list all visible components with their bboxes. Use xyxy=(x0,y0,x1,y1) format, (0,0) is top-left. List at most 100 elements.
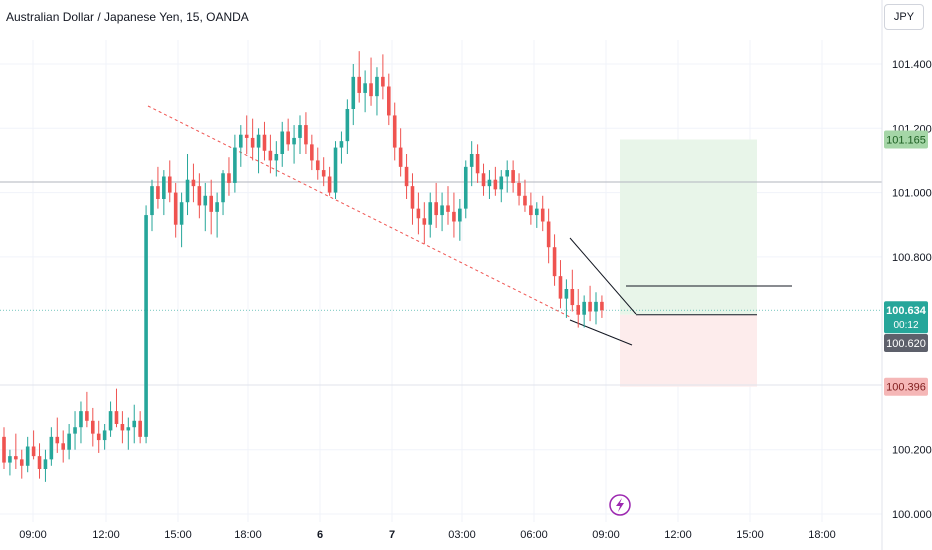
candle-body xyxy=(511,170,515,183)
candle-body xyxy=(564,289,569,299)
candle-body xyxy=(19,459,24,466)
candle xyxy=(588,285,592,322)
candle-body xyxy=(469,154,474,167)
stop-price-badge: 100.396 xyxy=(884,377,928,396)
candle-body xyxy=(67,433,71,450)
candle-body xyxy=(274,154,279,161)
chart-title: Australian Dollar / Japanese Yen, 15, OA… xyxy=(6,10,249,24)
candle-body xyxy=(422,218,427,225)
candle-body xyxy=(517,182,521,196)
drawings xyxy=(147,105,637,346)
candle-body xyxy=(463,166,468,209)
candle-body xyxy=(268,150,273,161)
candle xyxy=(546,208,551,264)
candle-body xyxy=(304,125,308,145)
candle-body xyxy=(162,176,166,199)
candle-body xyxy=(292,137,296,145)
candle xyxy=(96,420,101,453)
candle-body xyxy=(31,446,36,457)
time-tick-label: 15:00 xyxy=(736,529,764,541)
candle xyxy=(434,182,438,228)
target-price-badge-bg xyxy=(884,130,928,149)
candle xyxy=(79,401,83,444)
position-zones xyxy=(620,139,757,387)
candle-body xyxy=(339,141,344,148)
lightning-icon[interactable] xyxy=(609,494,631,516)
candle xyxy=(55,417,60,453)
price-tick-label: 100.000 xyxy=(892,509,932,521)
trend-line xyxy=(147,105,573,319)
currency-button[interactable]: JPY xyxy=(884,4,924,30)
candle-body xyxy=(452,211,456,222)
wedge-upper-line xyxy=(569,237,637,315)
countdown-label: 00:12 xyxy=(893,320,918,331)
candle-body xyxy=(345,109,350,142)
candle-body xyxy=(535,208,539,216)
candle xyxy=(167,160,172,203)
candle-body xyxy=(209,195,213,212)
candle xyxy=(333,141,338,199)
candle xyxy=(280,121,285,167)
time-tick-label: 15:00 xyxy=(164,529,192,541)
candle-body xyxy=(197,186,202,206)
time-axis: 09:00 12:00 15:00 18:00 6 7 03:00 06:00 09:00 12:… xyxy=(19,529,836,541)
candle-body xyxy=(108,411,113,431)
candle xyxy=(256,128,261,174)
price-badges: 101.165 100.634 00:12 100.620 100.396 xyxy=(884,130,928,396)
price-tick-label: 100.200 xyxy=(892,445,932,457)
time-tick-label: 18:00 xyxy=(234,529,262,541)
time-tick-label: 09:00 xyxy=(592,529,620,541)
target-price-badge: 101.165 xyxy=(884,130,928,149)
grid xyxy=(0,40,882,522)
candle xyxy=(387,73,391,126)
candle-body xyxy=(375,76,379,97)
stop-zone xyxy=(620,314,757,387)
candle-body xyxy=(570,289,575,306)
candle xyxy=(114,388,119,428)
candle-body xyxy=(185,179,190,203)
candle xyxy=(37,443,42,479)
candle xyxy=(327,166,332,196)
candle xyxy=(576,289,581,328)
stop-price-badge-label: 100.396 xyxy=(886,382,926,394)
candle-body xyxy=(594,301,598,312)
candle xyxy=(102,424,107,450)
candle xyxy=(268,134,273,174)
candle-body xyxy=(233,147,237,183)
candle-body xyxy=(487,179,492,187)
price-lines xyxy=(0,181,882,386)
candle xyxy=(582,295,586,328)
candle xyxy=(321,157,326,187)
candle xyxy=(505,160,509,193)
candle-body xyxy=(120,424,125,431)
candle xyxy=(250,118,255,161)
candle-body xyxy=(256,134,261,148)
candle xyxy=(2,427,6,469)
candle xyxy=(446,186,450,225)
candle-body xyxy=(280,131,285,154)
entry-price-badge: 100.620 xyxy=(884,334,928,352)
candle-body xyxy=(85,411,89,421)
candle xyxy=(422,202,427,244)
candle-body xyxy=(227,173,231,183)
candle-body xyxy=(156,186,160,199)
candle-body xyxy=(582,301,586,315)
candle xyxy=(197,173,202,219)
candle-body xyxy=(126,427,131,431)
candle xyxy=(292,125,296,164)
candle xyxy=(339,131,344,164)
candle xyxy=(132,404,137,444)
target-price-badge-label: 101.165 xyxy=(886,135,926,147)
candle xyxy=(239,125,243,167)
candle-body xyxy=(481,173,486,187)
candle-body xyxy=(529,205,533,216)
candle-body xyxy=(428,202,433,225)
candle-body xyxy=(327,176,332,193)
candle xyxy=(517,173,521,206)
candle-body xyxy=(173,192,178,225)
time-tick-label: 06:00 xyxy=(520,529,548,541)
candle xyxy=(475,144,480,183)
candle-body xyxy=(55,436,60,444)
candle xyxy=(481,163,486,196)
